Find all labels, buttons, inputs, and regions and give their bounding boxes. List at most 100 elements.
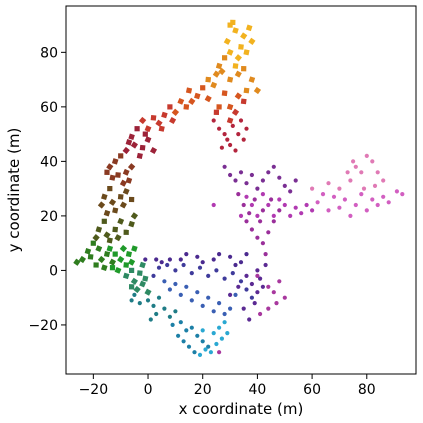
data-point [156, 295, 162, 300]
data-point [372, 183, 378, 188]
data-point [165, 262, 170, 268]
data-point [122, 146, 130, 155]
data-point [277, 197, 282, 202]
data-point [233, 292, 238, 297]
data-point [245, 24, 253, 32]
data-point [277, 279, 282, 284]
data-point [222, 164, 227, 169]
data-point [188, 97, 196, 106]
data-point [181, 339, 186, 344]
data-point [282, 295, 287, 300]
data-point [114, 266, 122, 274]
data-point [144, 136, 152, 144]
data-point [206, 295, 211, 300]
data-point [106, 245, 114, 252]
data-point [228, 306, 233, 311]
data-point [195, 290, 200, 295]
x-tick-label: −20 [79, 382, 109, 398]
data-point [228, 142, 233, 148]
data-point [139, 280, 147, 288]
data-point [143, 257, 148, 262]
data-point [221, 90, 228, 97]
data-point [249, 281, 254, 287]
data-point [173, 281, 178, 287]
data-point [271, 219, 276, 224]
y-tick-label: 40 [40, 154, 58, 170]
data-point [238, 279, 244, 284]
data-point [115, 172, 121, 178]
data-point [192, 350, 197, 355]
data-point [232, 63, 239, 69]
data-point [133, 285, 141, 294]
data-point [103, 251, 111, 258]
data-point [345, 170, 350, 175]
data-point [205, 76, 212, 83]
data-point [211, 118, 216, 123]
data-point [240, 98, 247, 105]
data-point [189, 271, 194, 276]
data-point [320, 192, 326, 197]
data-point [226, 117, 234, 124]
data-point [119, 179, 127, 187]
data-point [97, 201, 106, 209]
data-point [258, 276, 263, 281]
data-point [299, 211, 304, 216]
data-point [260, 192, 265, 197]
data-point [370, 159, 375, 164]
data-point [112, 226, 119, 233]
data-point [269, 197, 274, 202]
data-point [244, 181, 249, 186]
data-point [244, 273, 249, 278]
data-point [230, 271, 235, 276]
data-point [122, 272, 130, 280]
data-point [351, 159, 356, 164]
data-point [260, 208, 265, 213]
data-point [208, 350, 213, 355]
data-point [226, 103, 234, 111]
data-point [353, 164, 358, 169]
y-tick-label: −20 [28, 318, 58, 334]
data-point [156, 265, 162, 270]
data-point [130, 277, 139, 285]
data-point [101, 218, 107, 224]
data-point [92, 234, 100, 242]
data-point [162, 279, 167, 284]
data-point [310, 186, 315, 191]
data-point [331, 194, 337, 199]
data-point [161, 111, 168, 119]
data-point [244, 126, 249, 131]
data-point [170, 322, 175, 327]
data-point [119, 244, 128, 253]
data-point [234, 70, 242, 78]
data-point [255, 273, 260, 278]
data-point [255, 268, 260, 273]
y-tick-label: 60 [40, 100, 58, 116]
data-point [253, 86, 262, 95]
data-point [282, 202, 287, 208]
data-point [260, 284, 265, 289]
data-point [266, 170, 271, 175]
data-point [227, 22, 233, 28]
data-point [381, 194, 386, 199]
data-point [129, 298, 134, 303]
data-point [233, 262, 238, 268]
data-point [238, 213, 244, 218]
data-point [184, 328, 189, 333]
data-point [104, 169, 110, 175]
data-point [145, 298, 151, 303]
data-point [211, 202, 216, 208]
data-point [238, 260, 244, 265]
data-point [119, 201, 127, 209]
x-tick-label: 20 [194, 382, 212, 398]
data-point [238, 118, 244, 123]
data-point [159, 260, 164, 265]
data-point [97, 255, 106, 264]
data-point [238, 170, 244, 175]
data-point [137, 301, 142, 306]
data-point [123, 262, 130, 268]
data-point [326, 208, 331, 213]
data-point [219, 336, 224, 341]
data-point [178, 292, 183, 297]
data-point [227, 76, 234, 83]
data-point [241, 137, 246, 142]
